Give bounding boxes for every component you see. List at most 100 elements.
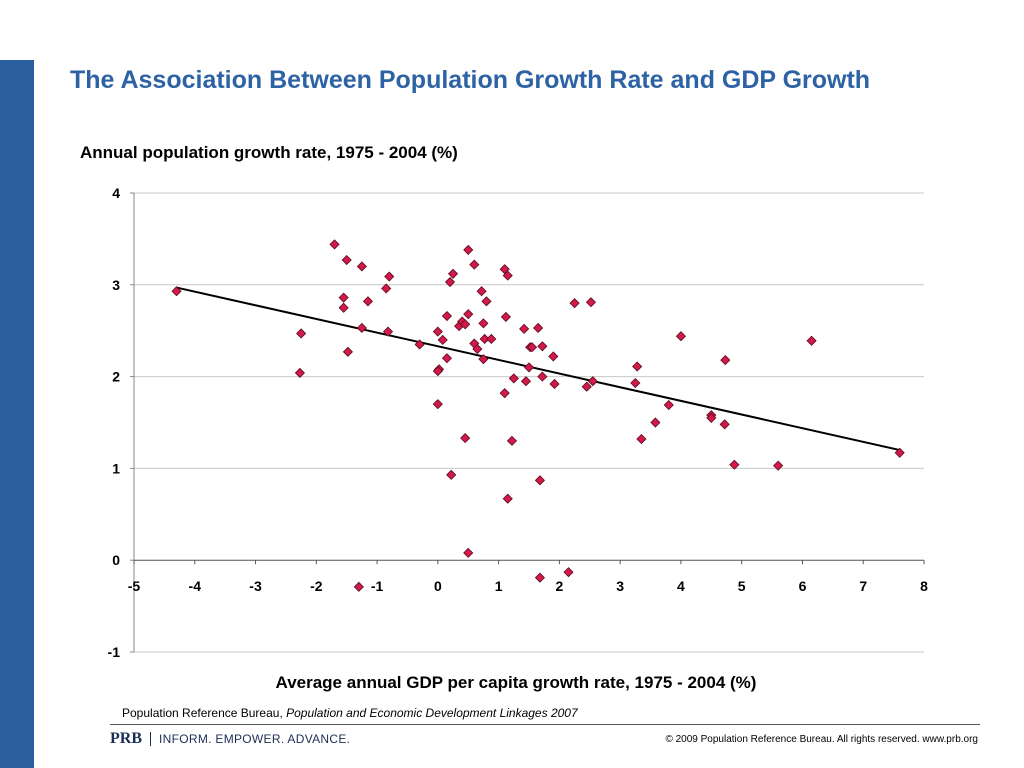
data-point bbox=[537, 371, 548, 382]
y-tick-label: 3 bbox=[112, 277, 120, 293]
data-point bbox=[444, 276, 456, 288]
source-citation: Population Reference Bureau, Population … bbox=[122, 706, 578, 720]
source-prefix: Population Reference Bureau, bbox=[122, 706, 287, 720]
y-tick-label: 2 bbox=[112, 369, 120, 385]
data-point bbox=[463, 309, 474, 320]
data-point bbox=[894, 447, 905, 458]
data-point bbox=[506, 435, 518, 446]
data-point bbox=[508, 373, 519, 384]
data-point bbox=[478, 318, 489, 329]
data-point bbox=[581, 381, 592, 392]
data-point bbox=[720, 355, 731, 366]
data-point bbox=[499, 388, 510, 399]
sidebar-accent-bar bbox=[0, 60, 34, 768]
y-tick-label: 4 bbox=[112, 185, 120, 201]
x-tick-label: 0 bbox=[434, 578, 442, 594]
data-point bbox=[537, 341, 548, 352]
data-point bbox=[341, 254, 352, 266]
data-point bbox=[502, 270, 513, 281]
y-axis-title: Annual population growth rate, 1975 - 20… bbox=[80, 143, 458, 162]
data-point bbox=[533, 322, 544, 334]
x-tick-label: -5 bbox=[128, 578, 141, 594]
data-point bbox=[519, 323, 530, 334]
data-point bbox=[432, 326, 443, 337]
data-point bbox=[329, 239, 340, 250]
data-point bbox=[472, 343, 483, 355]
data-point bbox=[663, 399, 674, 411]
data-point bbox=[650, 417, 661, 428]
x-tick-label: 3 bbox=[616, 578, 624, 594]
data-point bbox=[773, 460, 784, 471]
data-point bbox=[356, 322, 367, 334]
data-point bbox=[500, 311, 511, 322]
data-point bbox=[441, 310, 453, 322]
data-point bbox=[353, 581, 364, 592]
data-point bbox=[585, 297, 597, 308]
data-point bbox=[362, 296, 374, 307]
data-point bbox=[338, 292, 349, 303]
data-point bbox=[446, 469, 457, 480]
x-tick-label: -1 bbox=[371, 578, 384, 594]
data-point bbox=[478, 354, 489, 365]
footer-brand: PRB INFORM. EMPOWER. ADVANCE. bbox=[110, 730, 350, 748]
data-point bbox=[338, 302, 349, 313]
data-point bbox=[447, 268, 459, 279]
trendline bbox=[176, 286, 900, 452]
data-point bbox=[486, 333, 497, 345]
x-tick-label: 4 bbox=[677, 578, 685, 594]
y-tick-label: 1 bbox=[112, 460, 120, 476]
data-point bbox=[476, 286, 487, 297]
data-point bbox=[356, 261, 367, 272]
data-point bbox=[437, 334, 448, 345]
data-point bbox=[294, 367, 305, 378]
data-point bbox=[632, 361, 643, 372]
data-point bbox=[526, 342, 538, 353]
data-point bbox=[342, 346, 353, 357]
data-point bbox=[479, 333, 490, 345]
x-tick-label: 7 bbox=[859, 578, 867, 594]
data-point bbox=[441, 353, 453, 364]
data-point bbox=[382, 326, 394, 337]
data-point bbox=[296, 328, 307, 339]
slide-title: The Association Between Population Growt… bbox=[70, 66, 871, 94]
data-point bbox=[630, 377, 641, 389]
data-point bbox=[534, 475, 546, 486]
data-point bbox=[706, 412, 717, 423]
x-tick-label: -3 bbox=[249, 578, 262, 594]
data-point bbox=[675, 331, 686, 342]
x-axis-title: Average annual GDP per capita growth rat… bbox=[275, 673, 757, 692]
data-point bbox=[460, 319, 471, 330]
x-tick-label: 2 bbox=[555, 578, 563, 594]
data-point bbox=[460, 433, 471, 444]
data-point bbox=[569, 298, 580, 309]
data-point bbox=[587, 376, 598, 387]
copyright-notice: © 2009 Population Reference Bureau. All … bbox=[665, 734, 978, 745]
brand-tagline: INFORM. EMPOWER. ADVANCE. bbox=[159, 732, 351, 746]
data-point bbox=[502, 493, 513, 504]
y-tick-label: -1 bbox=[108, 644, 121, 660]
data-point bbox=[534, 572, 546, 583]
data-point bbox=[549, 378, 560, 390]
data-point bbox=[729, 459, 740, 470]
x-tick-label: 5 bbox=[738, 578, 746, 594]
data-point bbox=[563, 567, 574, 578]
footer-divider bbox=[110, 724, 980, 725]
data-point bbox=[520, 376, 532, 387]
data-point bbox=[469, 259, 480, 270]
data-point bbox=[523, 362, 535, 373]
y-tick-label: 0 bbox=[112, 552, 120, 568]
x-tick-label: 8 bbox=[920, 578, 928, 594]
x-tick-label: 6 bbox=[799, 578, 807, 594]
data-point bbox=[381, 283, 392, 294]
data-point bbox=[636, 433, 647, 445]
x-tick-label: 1 bbox=[495, 578, 503, 594]
prb-logo: PRB bbox=[110, 730, 142, 747]
source-title: Population and Economic Development Link… bbox=[286, 706, 578, 720]
data-point bbox=[384, 271, 395, 282]
x-tick-label: -2 bbox=[310, 578, 323, 594]
brand-separator bbox=[150, 732, 151, 746]
data-point bbox=[463, 547, 474, 558]
x-tick-label: -4 bbox=[189, 578, 202, 594]
data-point bbox=[463, 244, 474, 255]
